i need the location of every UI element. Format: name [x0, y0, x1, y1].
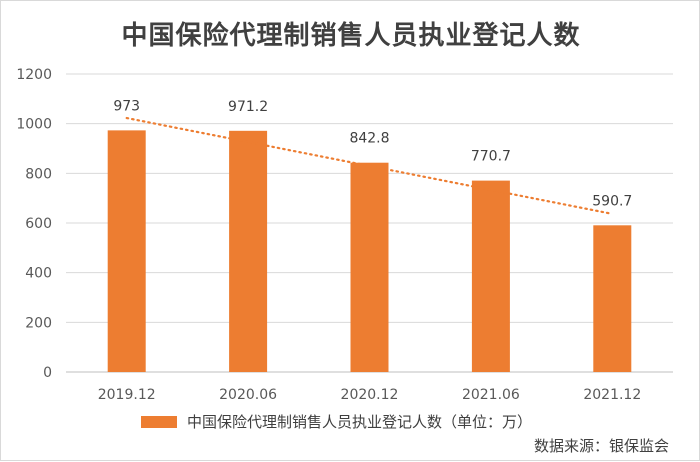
bar — [107, 130, 146, 372]
data-label: 971.2 — [228, 99, 268, 115]
chart-title: 中国保险代理制销售人员执业登记人数 — [121, 21, 581, 51]
x-tick-label: 2019.12 — [98, 387, 156, 403]
bar — [593, 225, 632, 372]
x-tick-label: 2020.12 — [341, 387, 399, 403]
data-label: 590.7 — [592, 193, 632, 209]
data-label: 842.8 — [349, 131, 389, 147]
trendline — [125, 116, 614, 215]
legend: 中国保险代理制销售人员执业登记人数（单位：万） — [141, 411, 532, 432]
y-tick-label: 1200 — [16, 67, 52, 83]
y-tick-label: 200 — [25, 315, 52, 331]
y-tick-label: 1000 — [16, 117, 52, 133]
data-label: 973 — [113, 98, 140, 114]
trendline — [125, 116, 614, 215]
y-tick-label: 0 — [43, 365, 52, 381]
y-tick-label: 800 — [25, 166, 52, 182]
x-tick-label: 2020.06 — [219, 387, 277, 403]
bar — [350, 162, 389, 372]
y-tick-label: 600 — [25, 216, 52, 232]
x-tick-label: 2021.12 — [583, 387, 641, 403]
data-labels: 973 971.2 842.8 770.7 590.7 — [113, 98, 632, 209]
data-label: 770.7 — [471, 149, 511, 165]
bar — [229, 130, 268, 372]
bar — [471, 180, 510, 372]
bars — [107, 130, 632, 372]
axes: 0 200 400 600 800 1000 1200 2019.12 2020.06 2020.… — [16, 67, 641, 403]
x-tick-label: 2021.06 — [462, 387, 520, 403]
source-note: 数据来源：银保监会 — [533, 437, 669, 455]
legend-label: 中国保险代理制销售人员执业登记人数（单位：万） — [187, 413, 533, 431]
legend-swatch — [141, 415, 177, 428]
y-tick-label: 400 — [25, 266, 52, 282]
